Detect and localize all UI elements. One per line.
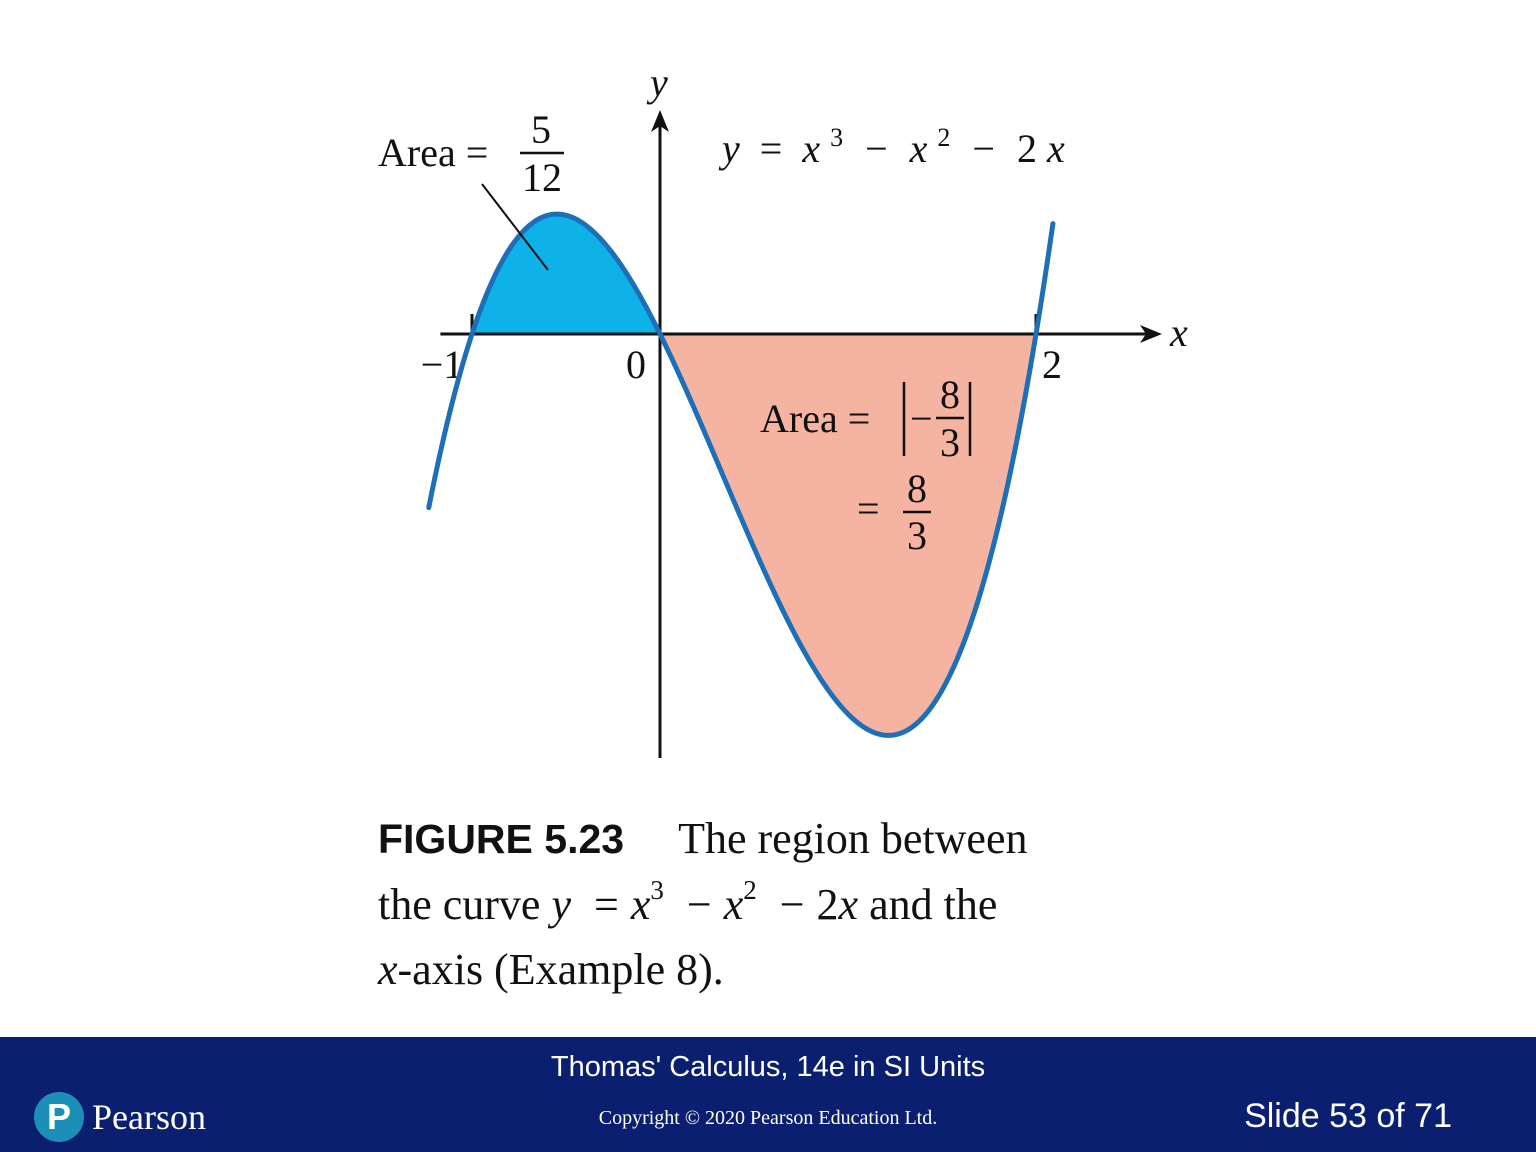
area-label-right: Area = − 8 3 = 8 3 [760, 372, 972, 558]
area-right-denominator: 3 [940, 420, 960, 465]
caption-line-2: the curve y = x3 − x2 −2x and the [378, 872, 1138, 937]
slide-footer: P Pearson Thomas' Calculus, 14e in SI Un… [0, 1037, 1536, 1152]
eq-exp2: 2 [937, 123, 950, 152]
area-left-prefix: Area = [378, 130, 488, 175]
area-label-left: Area = 5 12 [378, 107, 564, 271]
area-right-result-numerator: 8 [907, 466, 927, 511]
pearson-logo-text: Pearson [92, 1097, 206, 1137]
area-left-numerator: 5 [531, 107, 551, 152]
curve [426, 211, 1056, 738]
shaded-regions [472, 214, 1036, 736]
area-right-equals: = [857, 486, 880, 531]
eq-x3: x [1046, 126, 1065, 171]
x-axis-label: x [1169, 310, 1188, 355]
caption-exp2: 2 [743, 875, 757, 906]
eq-minus2: − [972, 126, 995, 171]
caption-line-3: x-axis (Example 8). [378, 937, 1138, 1002]
eq-y: y [718, 126, 740, 171]
pearson-logo-icon: P [34, 1092, 84, 1142]
caption-x2: x [723, 880, 744, 929]
function-curve [426, 211, 1056, 738]
caption-equals: = [594, 880, 619, 929]
caption-minus1: − [686, 880, 712, 929]
x-tick-label: 0 [626, 342, 646, 387]
caption-text-3: -axis (Example 8). [397, 945, 724, 994]
caption-x3: x [838, 880, 859, 929]
eq-coef: 2 [1017, 126, 1037, 171]
region-negative [660, 334, 1036, 736]
eq-x2: x [909, 126, 928, 171]
area-right-sign: − [910, 396, 933, 441]
caption-y: y [551, 880, 571, 929]
region-positive [472, 214, 660, 334]
caption-exp3: 3 [650, 875, 664, 906]
eq-equals: = [760, 126, 783, 171]
caption-x1: x [630, 880, 651, 929]
eq-x1: x [801, 126, 820, 171]
area-left-leader-line [481, 183, 549, 271]
caption-minus2: − [779, 880, 805, 929]
caption-text-2b: and the [869, 880, 998, 929]
area-right-prefix: Area = [760, 396, 870, 441]
figure-number: FIGURE 5.23 [378, 816, 625, 862]
copyright-notice: Copyright © 2020 Pearson Education Ltd. [598, 1107, 938, 1129]
figure-canvas: x y −1 0 2 y = x 3 − x 2 − 2 x Area = 5 12… [378, 60, 1188, 758]
x-axis-arrowhead [1140, 325, 1162, 343]
area-left-denominator: 12 [522, 155, 562, 200]
x-tick-label: 2 [1042, 342, 1062, 387]
caption-x4: x [378, 945, 398, 994]
y-axis-label: y [646, 60, 668, 105]
eq-exp3: 3 [830, 123, 843, 152]
caption-text-1: The region between [678, 814, 1028, 863]
y-axis-arrowhead [651, 110, 669, 132]
equation-label: y = x 3 − x 2 − 2 x [718, 110, 1065, 171]
book-title: Thomas' Calculus, 14e in SI Units [550, 1051, 986, 1083]
area-right-numerator: 8 [940, 372, 960, 417]
figure-caption: FIGURE 5.23 The region between the curve … [378, 806, 1138, 1002]
caption-coef: 2 [816, 880, 839, 929]
pearson-logo: P Pearson [34, 1089, 206, 1145]
area-right-result-denominator: 3 [907, 513, 927, 558]
caption-text-2a: the curve [378, 880, 541, 929]
caption-line-1: FIGURE 5.23 The region between [378, 806, 1138, 872]
eq-minus1: − [865, 126, 888, 171]
axes: x y [440, 60, 1188, 758]
slide-number: Slide 53 of 71 [1244, 1097, 1452, 1135]
